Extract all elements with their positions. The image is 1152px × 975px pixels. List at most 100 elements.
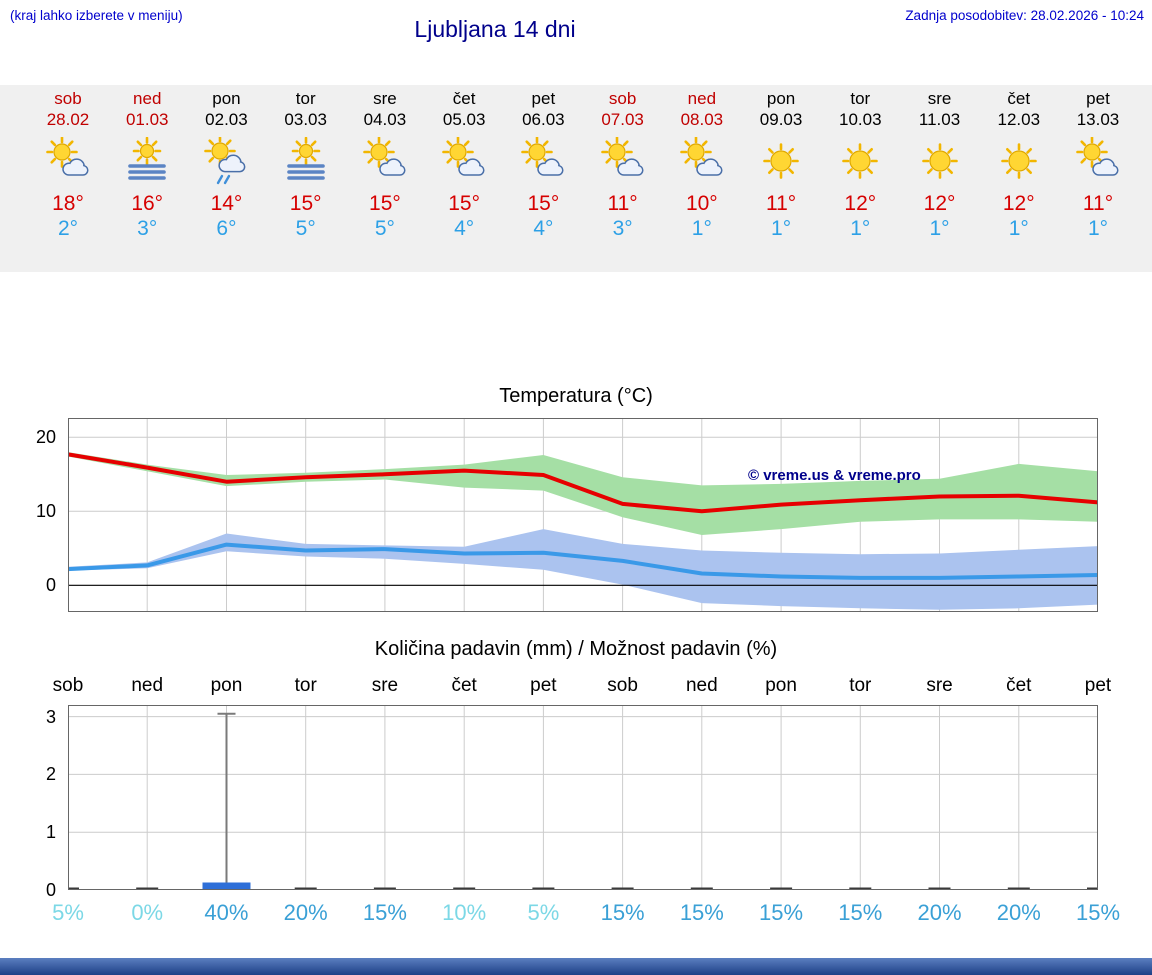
forecast-day: pon 09.03 11° 1° <box>739 89 823 267</box>
day-low-temp: 1° <box>929 217 950 240</box>
sunny-icon <box>916 137 964 185</box>
precip-day-label: sre <box>926 675 953 696</box>
forecast-day: tor 10.03 12° 1° <box>818 89 902 267</box>
rain-shower-icon <box>202 135 250 185</box>
precip-day-label: tor <box>294 675 317 696</box>
day-low-temp: 1° <box>1087 217 1109 240</box>
day-high-temp: 12° <box>1002 192 1035 215</box>
day-low-temp: 3° <box>137 217 158 240</box>
day-date: 13.03 <box>1076 110 1120 129</box>
forecast-day: sre 11.03 12° 1° <box>898 89 982 267</box>
precip-day-label: sob <box>607 675 638 696</box>
precip-day-label: čet <box>1006 675 1032 696</box>
partly-sunny-icon <box>519 136 567 185</box>
fog-sun-icon <box>282 136 330 185</box>
day-high-temp: 15° <box>289 192 322 215</box>
precip-day-label: pon <box>765 675 797 696</box>
day-name: pon <box>766 89 796 108</box>
menu-hint[interactable]: (kraj lahko izberete v meniju) <box>10 8 183 23</box>
fog-sun-icon <box>123 136 171 185</box>
precip-probability: 40% <box>204 900 249 925</box>
day-low-temp: 4° <box>454 217 475 240</box>
precip-probability: 20% <box>917 900 962 925</box>
day-name: sre <box>373 89 397 108</box>
day-name: sob <box>608 89 637 108</box>
day-high-temp: 14° <box>210 192 243 215</box>
forecast-day: čet 12.03 12° 1° <box>977 89 1061 267</box>
precip-y-axis-tick: 3 <box>45 706 56 727</box>
precip-probability: 10% <box>442 900 487 925</box>
day-name: čet <box>452 89 476 108</box>
temperature-chart-title: Temperatura (°C) <box>499 385 653 407</box>
precip-day-label: sob <box>52 675 84 696</box>
precip-y-axis-tick: 1 <box>45 822 56 843</box>
day-high-temp: 15° <box>369 192 401 215</box>
day-name: pon <box>212 89 241 108</box>
precip-probability: 15% <box>759 900 804 925</box>
partly-sunny-icon <box>440 136 488 185</box>
sunny-icon <box>995 137 1043 185</box>
day-date: 04.03 <box>363 110 407 129</box>
precip-probability: 5% <box>52 900 84 925</box>
precip-probability: 0% <box>131 900 164 925</box>
temp-y-axis-tick: 20 <box>35 427 56 448</box>
forecast-strip: sob 28.02 18° 2° ned 01.03 16° 3° pon 02.03 14° 6°… <box>0 85 1152 272</box>
day-date: 28.02 <box>46 110 90 129</box>
precipitation-plot <box>68 705 1098 890</box>
precip-day-label: sre <box>371 675 399 696</box>
forecast-day: pon 02.03 14° 6° <box>184 89 268 267</box>
precip-probability: 20% <box>283 900 328 925</box>
forecast-day: sob 28.02 18° 2° <box>26 89 110 267</box>
day-date: 07.03 <box>601 110 644 129</box>
day-high-temp: 18° <box>52 192 84 215</box>
precip-day-label: pet <box>530 675 557 696</box>
precip-probability: 20% <box>996 900 1041 925</box>
day-high-temp: 11° <box>1082 192 1114 215</box>
day-low-temp: 1° <box>691 217 712 240</box>
day-date: 03.03 <box>284 110 327 129</box>
day-name: pet <box>1086 89 1110 108</box>
day-name: tor <box>850 89 871 108</box>
forecast-day: pet 13.03 11° 1° <box>1056 89 1140 267</box>
day-low-temp: 5° <box>374 217 395 240</box>
temp-y-axis-tick: 10 <box>35 501 56 522</box>
forecast-day: pet 06.03 15° 4° <box>501 89 585 267</box>
precip-probability: 15% <box>362 900 407 925</box>
day-high-temp: 11° <box>607 192 638 215</box>
day-low-temp: 3° <box>612 217 633 240</box>
page-title: Ljubljana 14 dni <box>414 16 576 42</box>
partly-sunny-icon <box>678 136 726 185</box>
partly-sunny-icon <box>599 136 647 185</box>
day-date: 11.03 <box>918 110 961 129</box>
precip-day-label: pon <box>210 675 243 696</box>
forecast-day: tor 03.03 15° 5° <box>264 89 348 267</box>
day-low-temp: 4° <box>533 217 554 240</box>
day-high-temp: 11° <box>765 192 797 215</box>
day-low-temp: 2° <box>57 217 79 240</box>
day-high-temp: 12° <box>923 192 956 215</box>
footer-bar <box>0 958 1152 975</box>
day-name: sre <box>927 89 952 108</box>
partly-sunny-icon <box>1074 136 1122 185</box>
day-date: 09.03 <box>759 110 803 129</box>
precip-day-label: čet <box>451 675 477 696</box>
partly-sunny-icon <box>361 136 409 185</box>
day-date: 08.03 <box>680 110 724 129</box>
forecast-day: ned 08.03 10° 1° <box>660 89 744 267</box>
day-date: 10.03 <box>839 110 882 129</box>
temperature-plot <box>68 418 1098 612</box>
day-high-temp: 15° <box>527 192 560 215</box>
precip-probability: 15% <box>1075 900 1121 925</box>
precip-day-label: ned <box>685 675 718 696</box>
temperature-chart: Temperatura (°C) © vreme.us & vreme.pro … <box>0 385 1152 630</box>
day-low-temp: 1° <box>771 217 792 240</box>
day-date: 05.03 <box>442 110 486 129</box>
watermark-link[interactable]: © vreme.us & vreme.pro <box>748 467 921 484</box>
precip-probability: 15% <box>838 900 883 925</box>
forecast-day: čet 05.03 15° 4° <box>422 89 506 267</box>
precip-y-axis-tick: 2 <box>45 764 56 785</box>
precip-y-axis-tick: 0 <box>45 880 56 900</box>
forecast-day: ned 01.03 16° 3° <box>105 89 189 267</box>
precip-day-label: ned <box>131 675 164 696</box>
